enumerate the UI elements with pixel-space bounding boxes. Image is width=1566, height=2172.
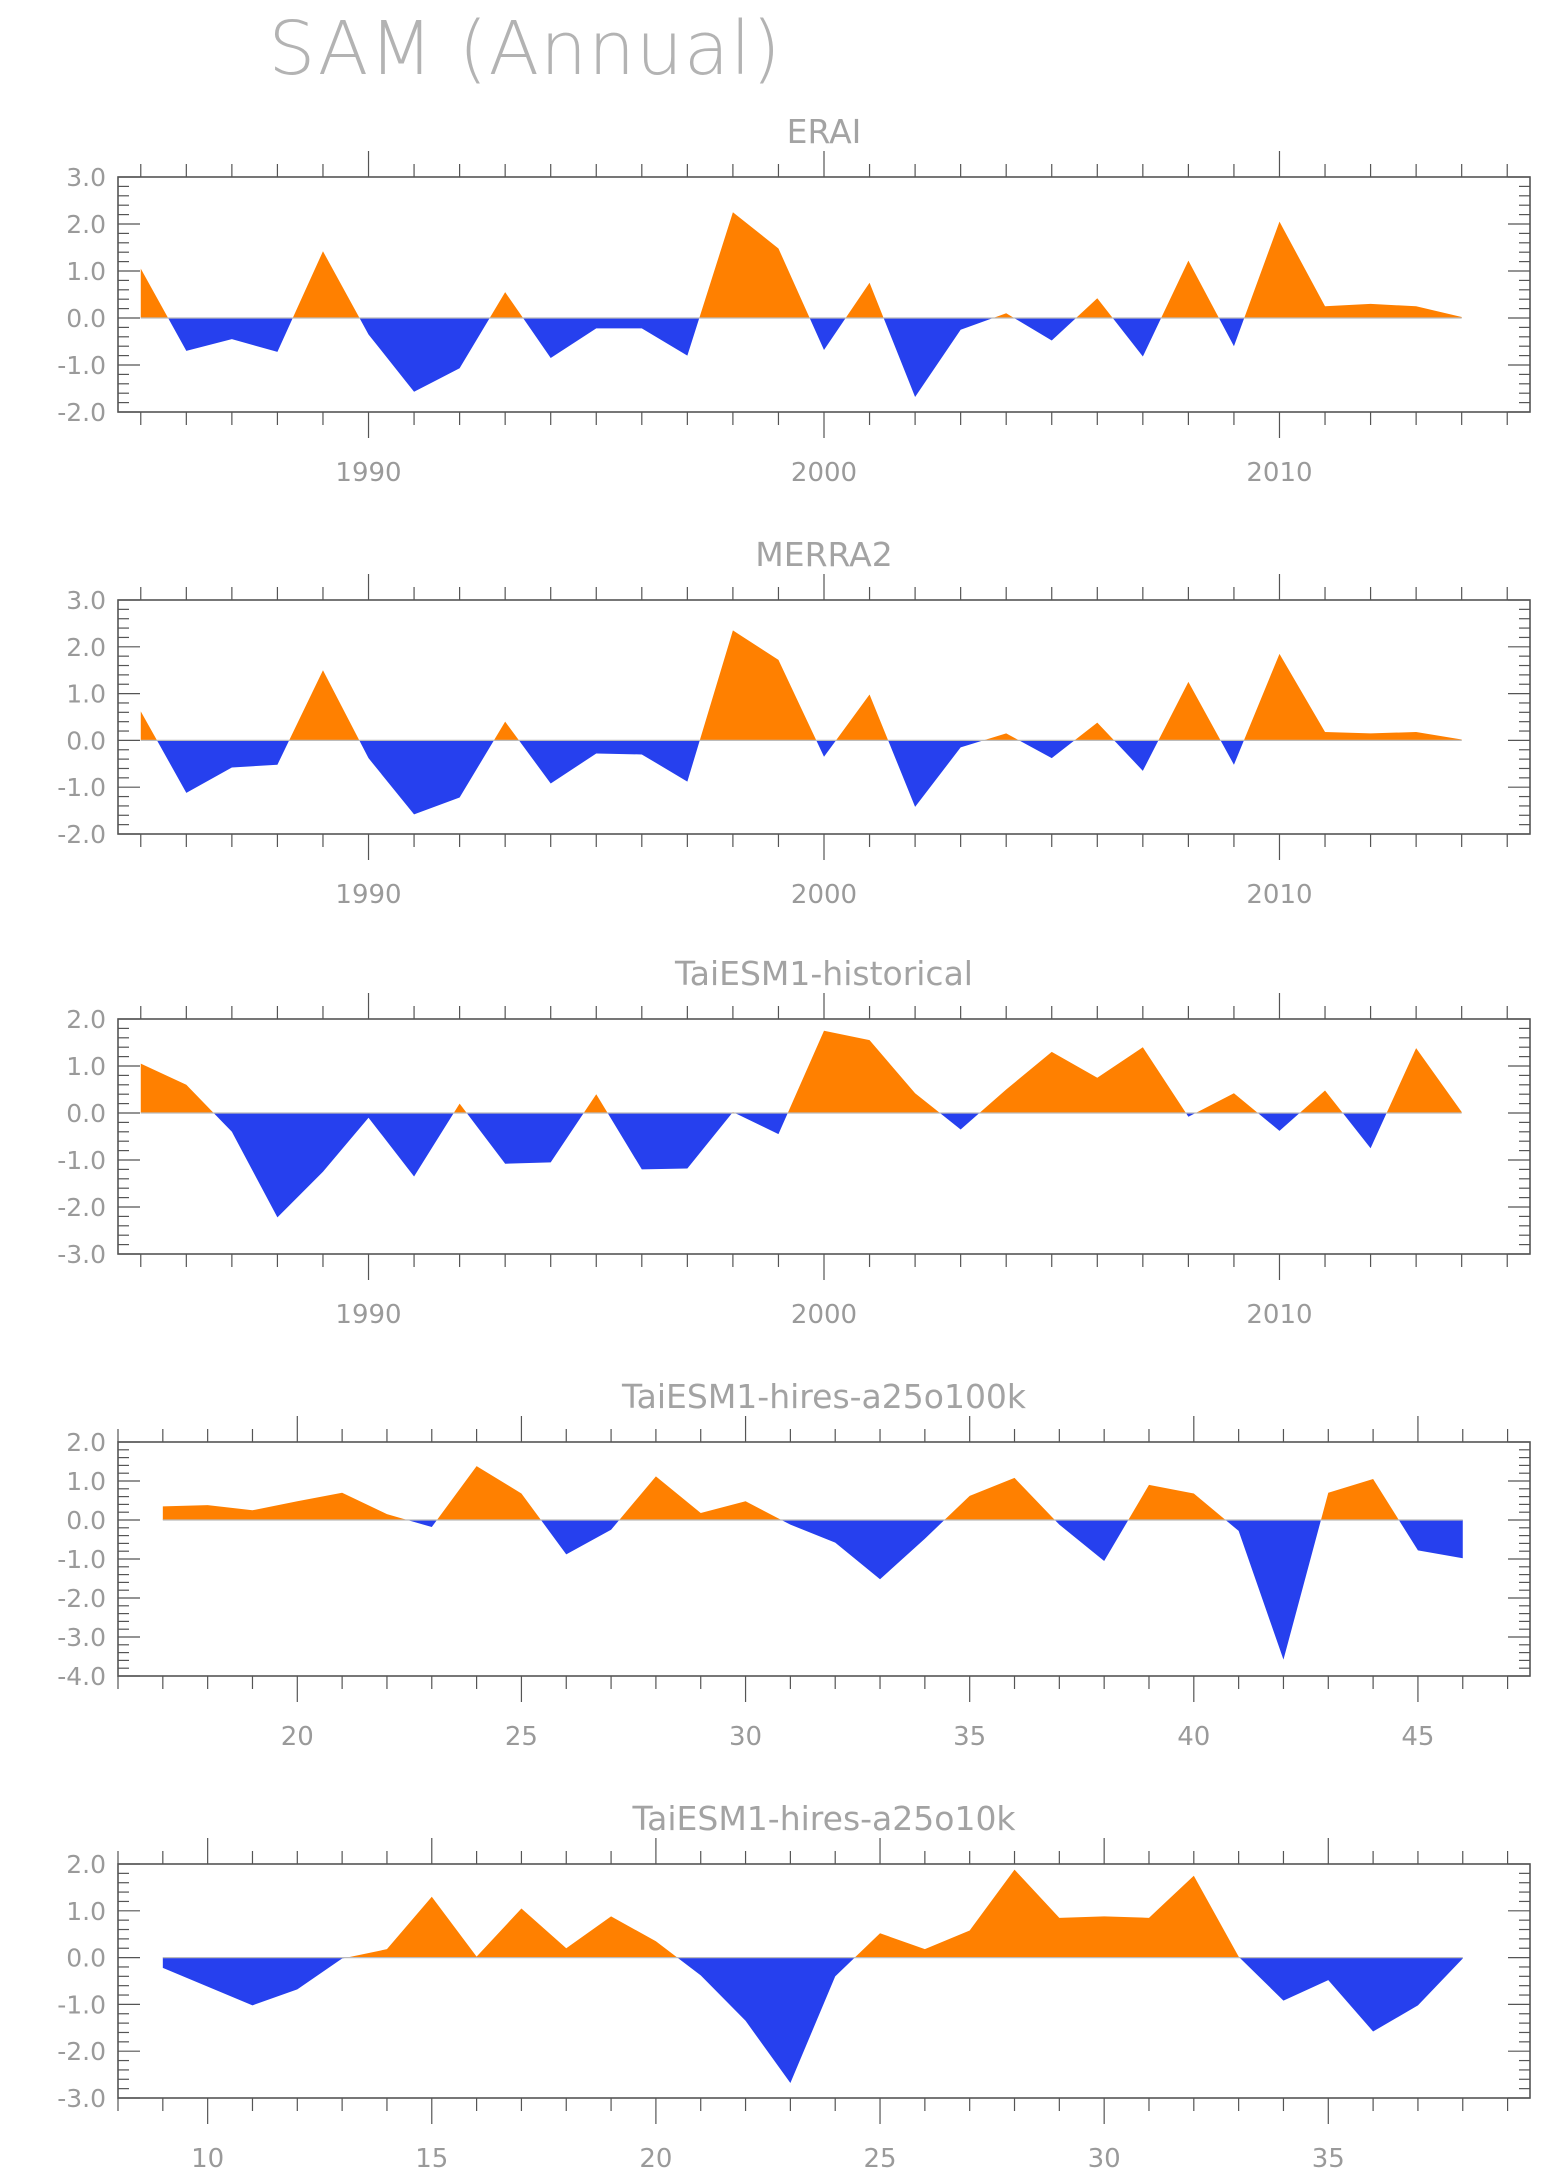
y-tick-label: -1.0 [57,351,106,380]
x-tick-label: 2000 [791,458,857,488]
plot-frame [117,1441,1531,1677]
x-tick-label: 1990 [335,1300,401,1330]
x-tick-label: 2000 [791,1300,857,1330]
panel-title: TaiESM1-hires-a25o100k [621,1377,1027,1416]
y-tick-label: 2.0 [66,1850,106,1879]
y-tick-label: 1.0 [66,1897,106,1926]
panel-5: -3.0 -2.0 -1.0 0.0 1.0 2.0 10 15 20 25 30 35 TaiESM1… [57,1799,1531,2172]
plot-frame [117,1863,1531,2099]
y-tick-label: -1.0 [57,1146,106,1175]
negative-area [162,1520,1463,1660]
x-tick-label: 20 [639,2144,672,2172]
x-tick-label: 1990 [335,880,401,910]
y-tick-label: 0.0 [66,1506,106,1535]
y-tick-label: 2.0 [66,1005,106,1034]
y-tick-label: -1.0 [57,1545,106,1574]
panel-title: ERAI [787,112,862,151]
y-tick-label: -3.0 [57,2084,106,2113]
panel-2: -2.0 -1.0 0.0 1.0 2.0 3.0 1990 2000 2010 MERRA2 [57,535,1531,910]
y-tick-label: 1.0 [66,1052,106,1081]
x-tick-label: 25 [505,1722,538,1752]
y-tick-label: -2.0 [57,1193,106,1222]
x-tick-label: 20 [281,1722,314,1752]
y-tick-label: 0.0 [66,1099,106,1128]
x-tick-label: 2000 [791,880,857,910]
positive-area [162,1466,1463,1520]
panel-1: -2.0 -1.0 0.0 1.0 2.0 3.0 1990 2000 2010 ERAI [57,112,1531,488]
positive-area [140,1030,1462,1113]
panel-4: -4.0 -3.0 -2.0 -1.0 0.0 1.0 2.0 20 25 30 35 40 45 Tai… [57,1377,1531,1752]
y-tick-label: -2.0 [57,398,106,427]
panel-title: TaiESM1-hires-a25o10k [631,1799,1016,1838]
negative-area [140,318,1462,397]
y-tick-label: 1.0 [66,1467,106,1496]
y-tick-label: 3.0 [66,586,106,615]
x-tick-label: 35 [1312,2144,1345,2172]
y-tick-label: 0.0 [66,726,106,755]
page-title: SAM (Annual) [268,6,782,92]
negative-area [140,1113,1462,1218]
negative-area [162,1957,1463,2084]
x-tick-label: 40 [1177,1722,1210,1752]
panel-title: MERRA2 [755,535,892,574]
x-tick-label: 2010 [1246,1300,1312,1330]
x-tick-label: 30 [729,1722,762,1752]
y-tick-label: -1.0 [57,1990,106,2019]
x-tick-label: 15 [415,2144,448,2172]
positive-area [140,212,1462,318]
y-tick-label: 2.0 [66,210,106,239]
y-tick-label: 0.0 [66,1944,106,1973]
y-tick-label: 1.0 [66,680,106,709]
positive-area [162,1869,1463,1958]
y-tick-label: 3.0 [66,163,106,192]
panel-title: TaiESM1-historical [674,954,973,993]
y-tick-label: -1.0 [57,773,106,802]
x-tick-label: 2010 [1246,880,1312,910]
y-tick-label: -2.0 [57,820,106,849]
x-tick-label: 45 [1401,1722,1434,1752]
y-tick-label: 1.0 [66,257,106,286]
x-tick-label: 1990 [335,458,401,488]
y-tick-label: -4.0 [57,1662,106,1691]
x-tick-label: 2010 [1246,458,1312,488]
y-tick-label: 2.0 [66,633,106,662]
x-tick-label: 25 [863,2144,896,2172]
x-tick-label: 35 [953,1722,986,1752]
y-tick-label: -2.0 [57,2037,106,2066]
panel-3: -3.0 -2.0 -1.0 0.0 1.0 2.0 1990 2000 2010 TaiESM1… [57,954,1531,1330]
x-tick-label: 30 [1088,2144,1121,2172]
y-tick-label: -3.0 [57,1240,106,1269]
negative-area [140,740,1462,815]
positive-area [140,630,1462,741]
y-tick-label: -3.0 [57,1623,106,1652]
y-tick-label: -2.0 [57,1584,106,1613]
x-tick-label: 10 [191,2144,224,2172]
y-tick-label: 2.0 [66,1428,106,1457]
y-tick-label: 0.0 [66,304,106,333]
